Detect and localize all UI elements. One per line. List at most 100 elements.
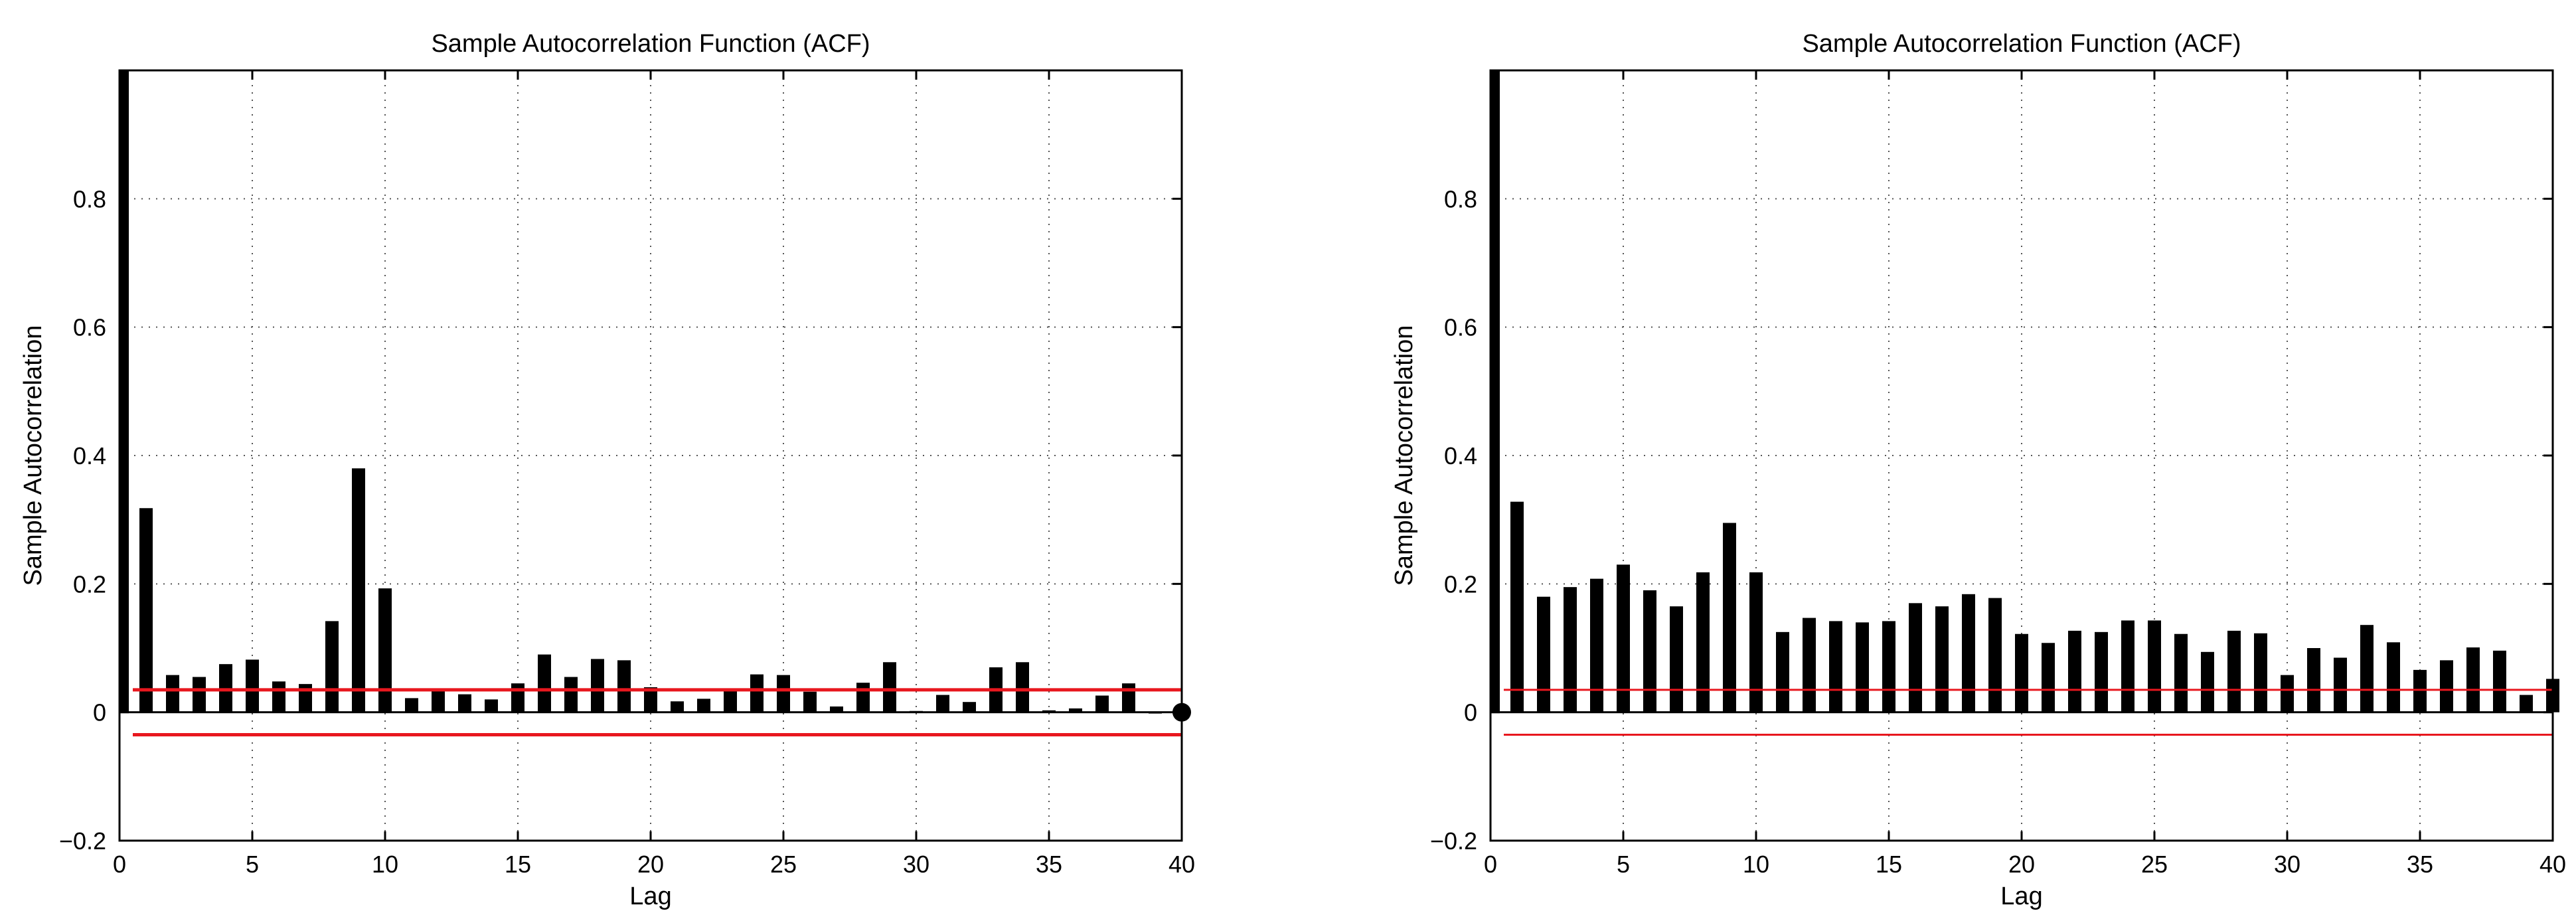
acf-bar xyxy=(1670,606,1683,712)
acf-bar xyxy=(2334,657,2347,712)
acf-bar xyxy=(2121,620,2134,712)
acf-bar xyxy=(2520,695,2533,712)
acf-bar xyxy=(803,691,817,712)
x-axis-label: Lag xyxy=(2000,882,2042,910)
acf-bar xyxy=(1590,578,1603,712)
acf-bar xyxy=(1643,590,1656,712)
x-tick-label: 15 xyxy=(1876,851,1902,878)
acf-bar xyxy=(1510,501,1524,712)
acf-bar xyxy=(432,691,445,712)
x-tick-label: 5 xyxy=(1617,851,1630,878)
acf-bar xyxy=(2493,650,2506,712)
x-tick-label: 25 xyxy=(770,851,797,878)
acf-bar xyxy=(1122,683,1135,712)
x-tick-label: 20 xyxy=(2008,851,2035,878)
acf-bar xyxy=(458,694,471,712)
acf-bar xyxy=(1723,523,1736,712)
acf-bar xyxy=(1069,708,1082,712)
y-tick-label: 0 xyxy=(1464,699,1477,726)
acf-bar xyxy=(511,683,524,712)
y-tick-label: −0.2 xyxy=(59,827,106,855)
acf-chart-right: 0 5 10 15 20 25 30 35 40 −0.2 0 0.2 0.4 0.6 0.8 Sample … xyxy=(1390,30,2566,910)
x-tick-label: 20 xyxy=(637,851,664,878)
acf-bar xyxy=(139,508,153,712)
acf-bar xyxy=(2068,630,2081,712)
acf-bar xyxy=(777,675,790,712)
acf-bar xyxy=(591,659,604,712)
acf-bar xyxy=(166,675,179,712)
acf-bar xyxy=(1935,606,1949,712)
x-tick-label: 30 xyxy=(903,851,929,878)
acf-bar xyxy=(246,659,259,712)
acf-bar xyxy=(1988,598,2002,712)
acf-bar xyxy=(1803,618,1816,712)
acf-bar xyxy=(2413,669,2427,712)
y-tick-label: 0.8 xyxy=(73,185,106,212)
acf-bar xyxy=(1617,564,1630,712)
acf-bar xyxy=(2307,648,2320,712)
acf-bar xyxy=(1829,621,1842,712)
x-tick-label: 40 xyxy=(2539,851,2566,878)
acf-bar xyxy=(2148,620,2161,712)
acf-bar xyxy=(2227,630,2241,712)
x-tick-label: 35 xyxy=(1036,851,1062,878)
acf-bar xyxy=(1776,631,1789,712)
y-tick-label: 0.6 xyxy=(73,314,106,341)
acf-bar xyxy=(564,677,578,712)
acf-bar xyxy=(1016,662,1029,712)
acf-bar xyxy=(2281,675,2294,712)
x-tick-label: 10 xyxy=(1743,851,1769,878)
acf-bar xyxy=(1095,695,1109,712)
acf-bar xyxy=(671,701,684,712)
acf-bar xyxy=(2360,625,2374,712)
acf-bar xyxy=(1962,594,1975,712)
acf-bar xyxy=(963,702,976,712)
acf-bar xyxy=(697,699,710,712)
acf-bar xyxy=(1882,621,1895,712)
acf-bar xyxy=(2174,633,2188,712)
acf-bar xyxy=(1537,596,1550,712)
acf-bar xyxy=(2466,647,2480,712)
y-axis-label: Sample Autocorrelation xyxy=(19,325,47,586)
acf-bar xyxy=(485,699,498,712)
x-tick-label: 35 xyxy=(2407,851,2433,878)
acf-bar xyxy=(378,588,392,712)
chart-title: Sample Autocorrelation Function (ACF) xyxy=(431,30,870,58)
acf-bar xyxy=(644,687,657,712)
acf-bar xyxy=(724,690,737,712)
x-tick-label: 30 xyxy=(2274,851,2300,878)
acf-bar xyxy=(405,698,418,712)
acf-bar xyxy=(830,706,843,712)
acf-chart-left: 0 5 10 15 20 25 30 35 40 −0.2 0 0.2 0.4 0.6 0.8 Sample … xyxy=(19,30,1195,910)
x-axis-label: Lag xyxy=(629,882,671,910)
acf-bar xyxy=(272,681,285,712)
x-tick-label: 25 xyxy=(2141,851,2168,878)
acf-bar xyxy=(2440,660,2453,712)
acf-bar xyxy=(883,662,896,712)
acf-bar xyxy=(1909,603,1922,712)
acf-bar xyxy=(2254,633,2267,712)
acf-bar xyxy=(2015,633,2028,712)
acf-bar xyxy=(856,683,870,712)
y-tick-label: −0.2 xyxy=(1430,827,1477,855)
acf-bar xyxy=(2201,651,2214,712)
acf-bar xyxy=(352,468,365,712)
y-tick-label: 0.4 xyxy=(1444,442,1477,469)
acf-bar xyxy=(2387,642,2400,712)
acf-bar xyxy=(2095,631,2108,712)
y-tick-label: 0.4 xyxy=(73,442,106,469)
y-tick-label: 0.6 xyxy=(1444,314,1477,341)
acf-bar xyxy=(2042,643,2055,712)
acf-bar xyxy=(617,660,631,712)
chart-title: Sample Autocorrelation Function (ACF) xyxy=(1802,30,2241,58)
acf-bar xyxy=(120,70,129,712)
acf-bar xyxy=(1564,587,1577,712)
acf-bar xyxy=(1696,572,1710,712)
acf-bar xyxy=(1856,622,1869,712)
y-tick-label: 0.2 xyxy=(1444,570,1477,598)
x-tick-label: 40 xyxy=(1168,851,1195,878)
acf-bar xyxy=(538,654,551,712)
x-tick-label: 10 xyxy=(372,851,398,878)
